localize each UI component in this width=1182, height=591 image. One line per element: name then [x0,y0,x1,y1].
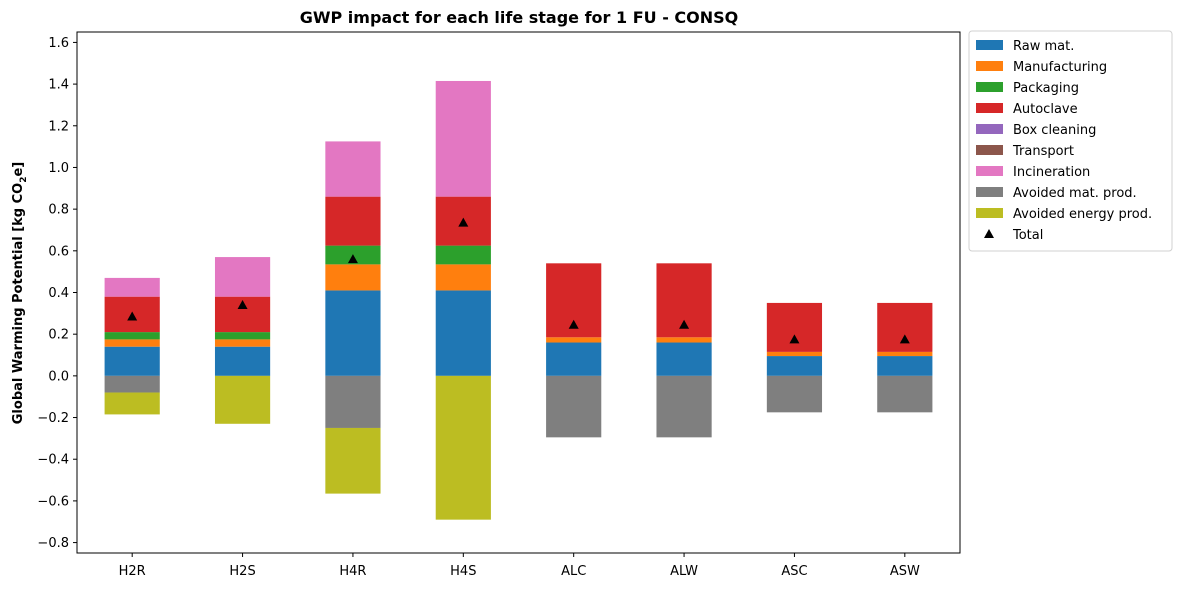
total-marker-alw [679,319,690,329]
bar-segment-h2r-incineration [104,277,160,297]
y-tick-label: 0.4 [48,286,69,301]
legend-label: Packaging [1013,81,1079,96]
bar-segment-h2s-raw-mat [214,346,271,376]
y-tick-label: 1.6 [48,36,69,51]
bar-segment-h4s-packaging [435,245,491,265]
bar-segment-h2s-packaging [214,332,271,340]
y-tick-label: 0.2 [48,328,69,343]
bar-segment-asc-manufacturing [766,351,823,357]
bar-segment-h2r-packaging [104,332,160,340]
x-tick-label-alw: ALW [670,564,698,579]
bar-segment-h4r-avoided-energy-prod [325,427,381,494]
bar-segment-alw-raw-mat [656,342,712,376]
total-marker-h4r [347,254,358,264]
bar-segment-asc-autoclave [766,302,823,352]
legend-label: Manufacturing [1013,60,1107,75]
legend-swatch-transport [976,145,1003,155]
x-tick-label-h2s: H2S [229,564,255,579]
chart-title: GWP impact for each life stage for 1 FU … [300,8,739,27]
y-axis-label-tail: e] [11,162,26,177]
bar-segment-h2r-raw-mat [104,346,160,376]
total-marker-h2s [237,300,248,310]
y-tick-label: 0.0 [48,369,69,384]
bar-segment-h4r-manufacturing [325,264,381,291]
y-axis-label: Global Warming Potential [kg CO2e] [11,162,29,424]
bar-segment-asw-manufacturing [877,351,933,357]
bar-segment-h2r-avoided-energy-prod [104,392,160,415]
y-tick-label: 1.2 [48,119,69,134]
y-tick-label: −0.4 [37,453,69,468]
bar-segment-h4r-incineration [325,141,381,197]
y-axis-label-main: Global Warming Potential [kg CO [11,183,26,424]
total-marker-asw [899,334,910,344]
bar-segment-alw-avoided-mat-prod [656,375,712,438]
bar-segment-h4r-autoclave [325,196,381,246]
bar-segment-h4s-manufacturing [435,264,491,291]
bar-segment-h4s-avoided-energy-prod [435,375,491,520]
total-marker-h4s [458,217,469,227]
legend-label: Raw mat. [1013,39,1074,54]
x-tick-label-asw: ASW [890,564,920,579]
bar-segment-h2r-manufacturing [104,339,160,347]
legend: Raw mat. Manufacturing Packaging Autoclave B… [968,30,1173,252]
total-marker-asc [789,334,800,344]
y-tick-label: −0.6 [37,494,69,509]
bar-segment-asc-raw-mat [766,356,823,376]
legend-swatch-avoided-energy-prod [976,208,1003,218]
bar-segment-asw-raw-mat [877,356,933,376]
x-tick-label-alc: ALC [561,564,586,579]
bar-segment-alw-manufacturing [656,337,712,343]
legend-swatch-raw-mat [976,40,1003,50]
bar-segment-alc-raw-mat [546,342,602,376]
x-tick-label-h4s: H4S [450,564,476,579]
y-tick-label: −0.2 [37,411,69,426]
plot-area [104,80,933,520]
legend-swatch-packaging [976,82,1003,92]
bar-segment-h4r-raw-mat [325,290,381,376]
legend-label-total: Total [1012,228,1043,243]
legend-box [968,30,1173,252]
legend-label: Avoided mat. prod. [1013,186,1137,201]
legend-swatch-incineration [976,166,1003,176]
x-tick-label-h4r: H4R [339,564,366,579]
legend-swatch-autoclave [976,103,1003,113]
legend-label: Incineration [1013,165,1090,180]
bar-segment-h2s-manufacturing [214,339,271,347]
y-tick-label: 1.4 [48,78,69,93]
x-tick-label-h2r: H2R [119,564,146,579]
bar-segment-alc-manufacturing [546,337,602,343]
legend-marker-total [984,229,994,238]
bar-segment-h2r-avoided-mat-prod [104,375,160,393]
y-tick-label: 0.8 [48,203,69,218]
x-tick-label-asc: ASC [781,564,807,579]
bar-segment-alc-avoided-mat-prod [546,375,602,438]
legend-swatch-avoided-mat-prod [976,187,1003,197]
legend-swatch-box-cleaning [976,124,1003,134]
bar-segment-h2s-incineration [214,257,271,297]
bar-segment-asw-avoided-mat-prod [877,375,933,413]
plot-frame [76,31,961,554]
axes: −0.8 −0.6 −0.4 −0.2 0.0 0.2 0.4 0.6 0.8 1.0 1.2 1.4… [37,31,961,579]
legend-swatch-manufacturing [976,61,1003,71]
total-marker-alc [568,319,579,329]
y-tick-label: 0.6 [48,244,69,259]
legend-label: Autoclave [1013,102,1078,117]
legend-label: Avoided energy prod. [1013,207,1152,222]
bar-segment-h4s-raw-mat [435,290,491,376]
y-tick-label: 1.0 [48,161,69,176]
total-marker-h2r [127,311,138,321]
y-tick-label: −0.8 [37,536,69,551]
bar-segment-h2s-avoided-energy-prod [214,375,271,424]
bar-segment-h4r-avoided-mat-prod [325,375,381,428]
bar-segment-asw-autoclave [877,302,933,352]
bar-segment-asc-avoided-mat-prod [766,375,823,413]
legend-label: Transport [1012,144,1074,159]
y-axis-label-subscript: 2 [19,177,29,183]
legend-label: Box cleaning [1013,123,1096,138]
bar-segment-h4s-incineration [435,80,491,197]
